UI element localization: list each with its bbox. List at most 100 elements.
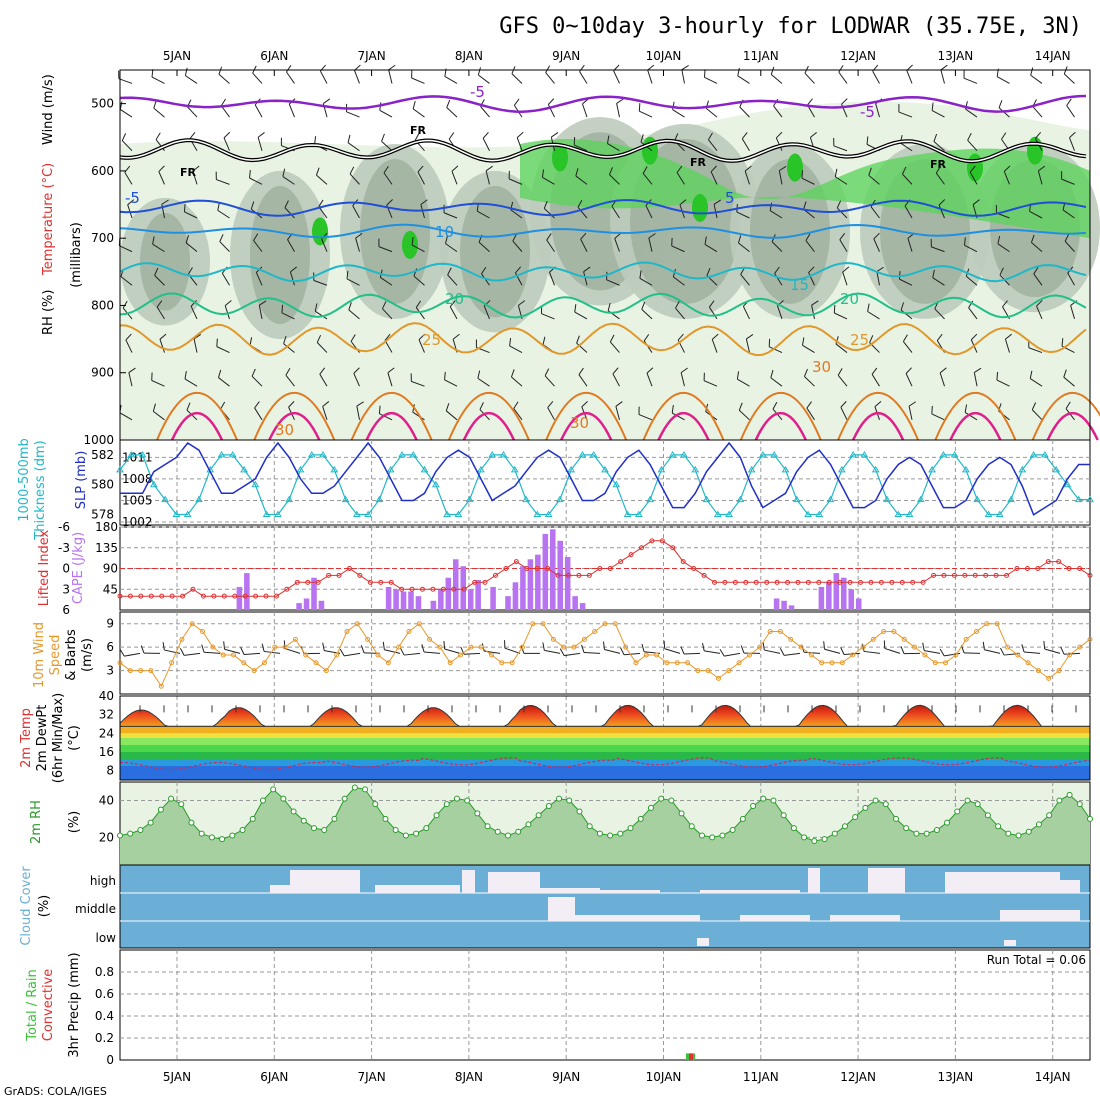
rh-marker: [259, 797, 266, 804]
rh-marker: [872, 797, 879, 804]
thickness-marker: [995, 510, 1004, 518]
cape-bar: [848, 589, 855, 610]
rh-marker: [453, 795, 460, 802]
wind-barb: [1024, 651, 1041, 654]
wind-barb-feather: [544, 368, 550, 377]
cloud-mid-patch: [740, 915, 810, 921]
wind-barb-feather: [382, 641, 385, 650]
wind-barb: [251, 375, 263, 387]
y-tick-label: 700: [91, 231, 114, 245]
wind-speed-marker: [953, 652, 959, 658]
rh-marker: [821, 836, 828, 843]
cape-bar: [393, 589, 399, 610]
wind-barb: [482, 138, 490, 151]
wind-barb-feather: [1021, 644, 1025, 653]
rh-marker: [596, 830, 603, 837]
wind-barb-feather: [125, 333, 132, 341]
wind-barb: [284, 207, 295, 219]
wind-barb-feather: [356, 401, 364, 407]
wind-speed-marker: [313, 660, 319, 666]
wind-barb-feather: [1064, 233, 1070, 242]
thickness-marker: [928, 465, 936, 473]
wind-barb-feather: [607, 135, 610, 144]
isotherm-25: [119, 322, 1087, 357]
wind-barb: [867, 311, 880, 320]
wind-speed-marker: [746, 652, 752, 658]
wind-barb: [607, 143, 620, 152]
wind-barb: [676, 172, 685, 185]
wind-barb-feather: [346, 270, 349, 279]
wind-barb-feather: [680, 367, 688, 374]
wind-barb: [739, 106, 750, 118]
wind-barb: [931, 246, 945, 253]
wind-barb: [737, 378, 750, 387]
wind-barb-feather: [543, 200, 548, 209]
wind-barb: [443, 212, 458, 219]
wind-barb: [1061, 178, 1075, 185]
wind-barb-feather: [1069, 131, 1076, 139]
rh-marker: [168, 795, 175, 802]
wind-barb: [216, 346, 230, 353]
cloud-high-patch: [700, 890, 800, 893]
thickness-marker: [646, 495, 654, 503]
wind-speed-marker: [251, 668, 257, 674]
wind-speed-marker: [468, 644, 474, 650]
rh-marker: [505, 832, 511, 839]
top-date-label: 7JAN: [358, 49, 386, 63]
thickness-marker: [713, 510, 722, 518]
thickness-marker: [319, 450, 327, 458]
thickness-marker: [668, 450, 677, 458]
wind-barb: [316, 342, 328, 353]
wind-barb-feather: [520, 645, 525, 654]
wind-barb-feather: [837, 368, 843, 376]
bottom-date-label: 11JAN: [743, 1070, 779, 1084]
wind-barb: [967, 139, 978, 152]
lifted-marker: [503, 566, 509, 571]
thickness-marker: [962, 465, 970, 473]
wind-barb-feather: [187, 267, 193, 275]
thickness-marker: [759, 450, 767, 458]
cape-bar: [579, 603, 586, 610]
wind-barb: [255, 272, 263, 286]
rh-marker: [954, 808, 961, 815]
wind-barb-feather: [220, 401, 226, 410]
wind-barb-feather: [482, 131, 489, 139]
wind-label: Wind (m/s): [41, 74, 56, 145]
cape-bar: [505, 596, 511, 610]
rh-marker: [219, 836, 226, 843]
rh-marker: [586, 823, 593, 830]
wind-speed-marker: [602, 621, 608, 627]
wind-barb: [1029, 378, 1043, 387]
p4-ylabel: 10m Wind Speed & Barbs (m/s): [32, 622, 95, 688]
rh-bright-core: [312, 217, 328, 246]
wind-barb-feather: [646, 367, 654, 374]
wind-barb-feather: [802, 337, 805, 346]
wind-barb-feather: [607, 302, 611, 311]
wind-barb: [193, 338, 198, 353]
wind-barb-feather: [575, 168, 579, 177]
wind-speed-marker: [1087, 636, 1093, 642]
credit-text: GrADS: COLA/IGES: [4, 1085, 107, 1098]
wind-speed-marker: [210, 644, 216, 650]
wind-speed-marker: [1077, 644, 1083, 650]
cloud-level-label: middle: [75, 902, 116, 916]
wind-barb: [253, 240, 263, 252]
wind-barb: [704, 76, 718, 84]
lifted-marker: [722, 579, 728, 585]
wind-barb-feather: [1005, 333, 1012, 340]
wind-barb-feather: [353, 367, 360, 374]
rh-marker: [882, 801, 889, 808]
lifted-marker: [513, 559, 519, 565]
wind-barb: [905, 373, 913, 387]
run-total-label: Run Total = 0.06: [987, 953, 1086, 967]
cloud-high-patch: [808, 868, 820, 893]
isotherm-35-arc: [657, 411, 710, 441]
wind-barb-feather: [938, 199, 946, 206]
wind-barb: [805, 240, 815, 252]
wind-barb: [378, 246, 393, 253]
rh2m-unit: (%): [67, 811, 82, 834]
isotherm-35-arc: [268, 411, 321, 441]
thickness-marker: [1007, 495, 1015, 503]
wind-barb: [549, 272, 555, 286]
rh-marker: [362, 786, 369, 793]
